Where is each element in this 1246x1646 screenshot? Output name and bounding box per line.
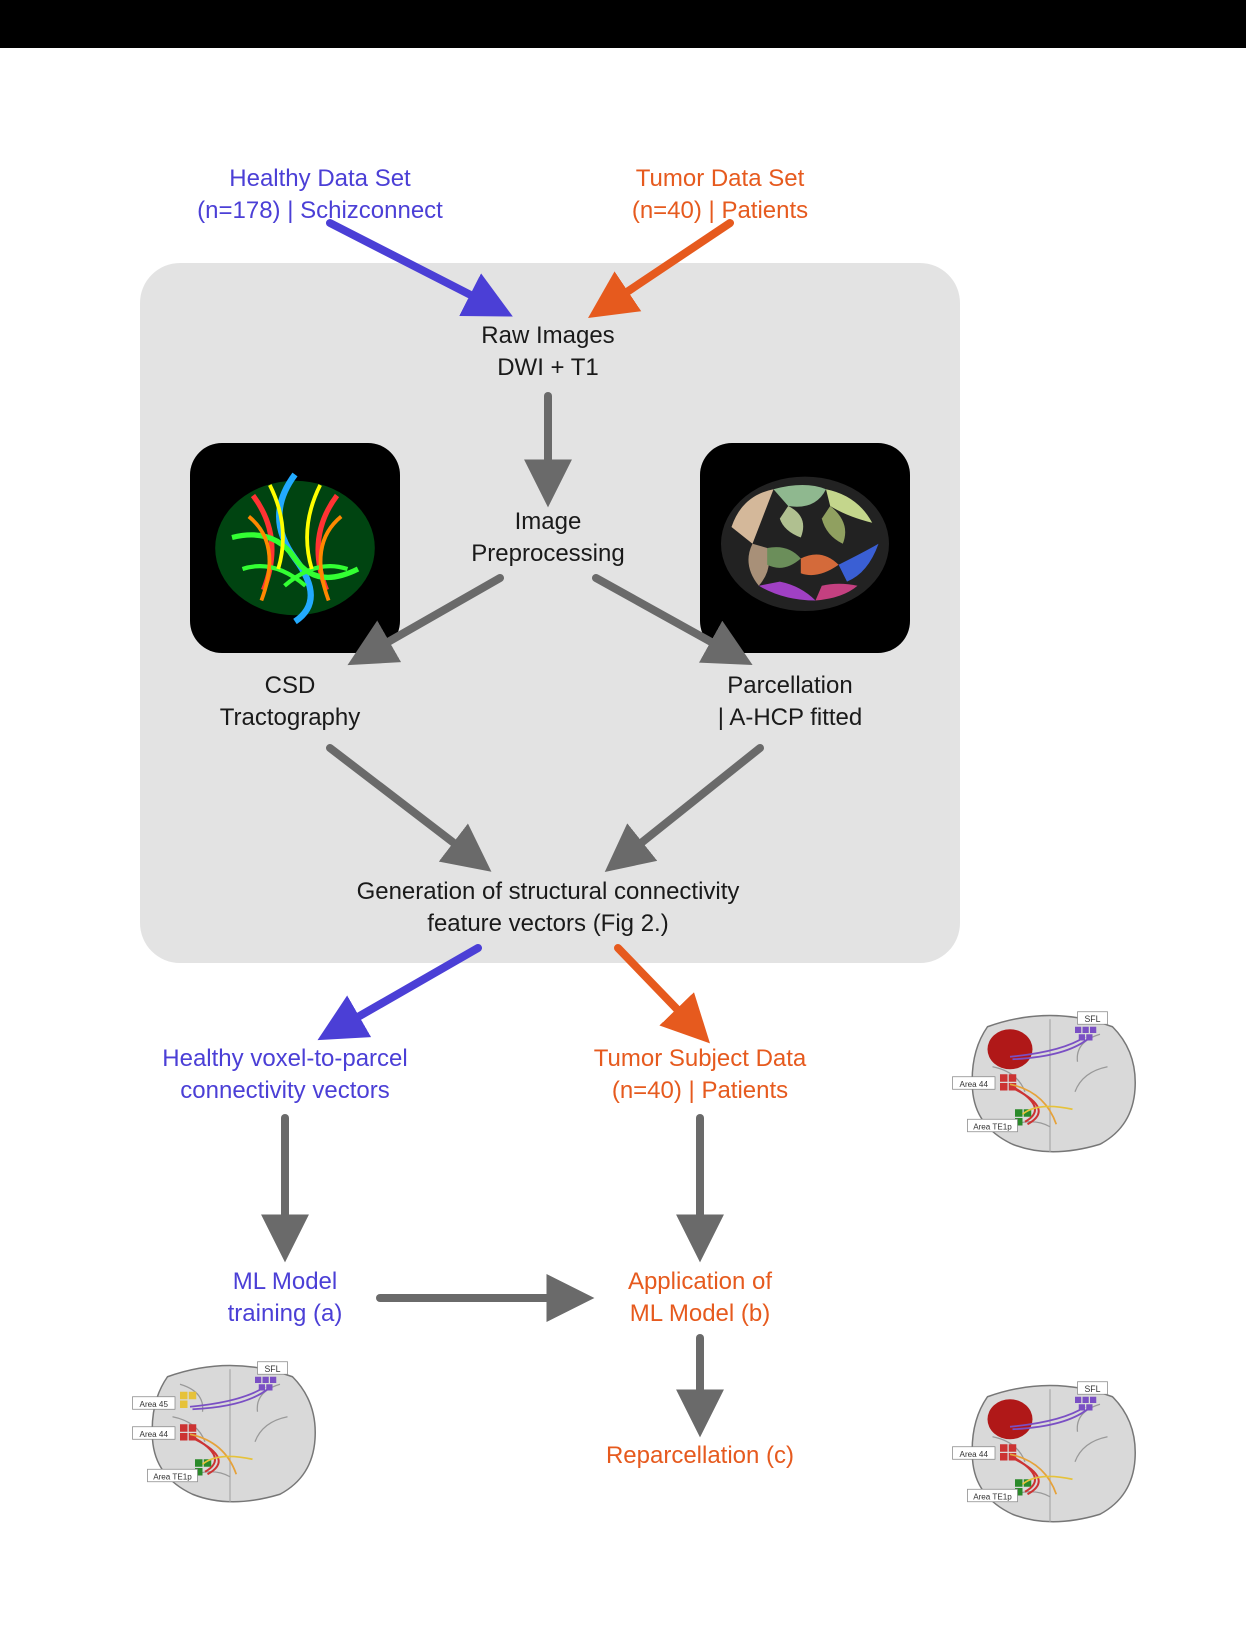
svg-text:SFL: SFL [264,1364,280,1374]
text-line: ML Model [233,1268,337,1295]
svg-text:Area 44: Area 44 [140,1430,169,1439]
tumor-input-label: Tumor Data Set (n=40) | Patients [590,163,850,228]
text-line: Tumor Subject Data [594,1045,807,1072]
top-black-bar [0,0,1246,48]
text-line: DWI + T1 [497,354,599,381]
csd-label: CSD Tractography [180,670,400,735]
text-line: Raw Images [481,322,614,349]
svg-text:Area TE1p: Area TE1p [973,1122,1012,1131]
text-line: feature vectors (Fig 2.) [427,910,668,937]
tractography-brain-icon [190,443,400,653]
text-line: Application of [628,1268,772,1295]
text-line: Tractography [220,704,361,731]
text-line: Healthy Data Set [229,165,410,192]
text-line: (n=178) | Schizconnect [197,197,443,224]
text-line: Healthy voxel-to-parcel [162,1045,407,1072]
ml-apply-label: Application of ML Model (b) [590,1266,810,1331]
text-line: Tumor Data Set [636,165,805,192]
text-line: (n=40) | Patients [632,197,808,224]
raw-images-label: Raw Images DWI + T1 [448,320,648,385]
text-line: training (a) [228,1300,343,1327]
svg-text:Area TE1p: Area TE1p [973,1492,1012,1501]
text-line: Preprocessing [471,540,624,567]
svg-text:SFL: SFL [1084,1384,1100,1394]
brain-coronal-healthy: SFL Area 45 Area 44 Area TE1p [130,1348,330,1518]
brain-coronal-tumor-1: SFL Area 44 Area TE1p [950,998,1150,1168]
image-preproc-label: Image Preprocessing [438,506,658,571]
healthy-input-label: Healthy Data Set (n=178) | Schizconnect [160,163,480,228]
text-line: | A-HCP fitted [718,704,863,731]
gen-vectors-label: Generation of structural connectivity fe… [288,876,808,941]
parcellation-label: Parcellation | A-HCP fitted [670,670,910,735]
tumor-subject-label: Tumor Subject Data (n=40) | Patients [550,1043,850,1108]
healthy-vectors-label: Healthy voxel-to-parcel connectivity vec… [125,1043,445,1108]
text-line: Generation of structural connectivity [357,878,740,905]
svg-text:SFL: SFL [1084,1014,1100,1024]
svg-text:Area 45: Area 45 [140,1400,169,1409]
svg-text:Area TE1p: Area TE1p [153,1472,192,1481]
text-line: Reparcellation (c) [606,1442,794,1469]
brain-coronal-tumor-2: SFL Area 44 Area TE1p [950,1368,1150,1538]
ml-train-label: ML Model training (a) [185,1266,385,1331]
parcellation-tile [700,443,910,653]
flowchart-canvas: Healthy Data Set (n=178) | Schizconnect … [0,48,1246,1646]
svg-text:Area 44: Area 44 [960,1080,989,1089]
text-line: connectivity vectors [180,1077,389,1104]
text-line: CSD [265,672,316,699]
svg-text:Area 44: Area 44 [960,1450,989,1459]
text-line: Parcellation [727,672,852,699]
text-line: (n=40) | Patients [612,1077,788,1104]
tractography-tile [190,443,400,653]
reparcellation-label: Reparcellation (c) [580,1440,820,1472]
parcellation-brain-icon [700,443,910,653]
text-line: ML Model (b) [630,1300,770,1327]
text-line: Image [515,508,582,535]
